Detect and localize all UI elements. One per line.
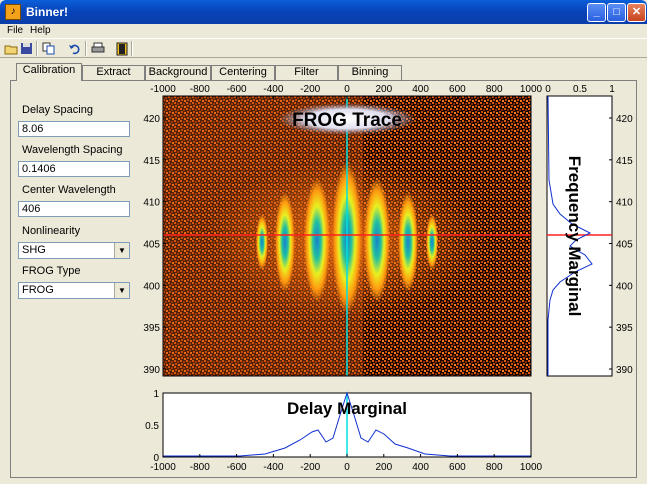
center-wavelength-input[interactable]: 406 [18,201,130,217]
tab-background[interactable]: Background [145,65,211,80]
nonlinearity-value: SHG [22,244,46,256]
copy-icon[interactable] [41,41,57,56]
close-button[interactable]: ✕ [627,3,646,22]
tab-extract[interactable]: Extract [82,65,145,80]
menu-file[interactable]: File [7,25,24,36]
nonlinearity-label: Nonlinearity [22,225,81,237]
tab-calibration[interactable]: Calibration [16,63,82,81]
delay-spacing-label: Delay Spacing [22,104,93,116]
window-title: Binner! [26,5,68,19]
frog-type-label: FROG Type [22,265,81,277]
tab-centering[interactable]: Centering [211,65,275,80]
door-icon[interactable] [114,41,130,56]
frog-type-value: FROG [22,284,54,296]
title-bar: ♪ Binner! _ □ ✕ [0,0,647,24]
save-icon[interactable] [18,41,34,56]
center-wavelength-label: Center Wavelength [22,184,116,196]
open-icon[interactable] [3,41,19,56]
undo-icon[interactable] [66,41,82,56]
tab-binning[interactable]: Binning [338,65,402,80]
chevron-down-icon[interactable]: ▼ [114,283,129,298]
menu-help[interactable]: Help [30,25,51,36]
toolbar [0,38,647,58]
wavelength-spacing-input[interactable]: 0.1406 [18,161,130,177]
matlab-icon: ♪ [5,4,21,20]
toolbar-separator [131,41,133,56]
maximize-button[interactable]: □ [607,3,626,22]
nonlinearity-select[interactable]: SHG ▼ [18,242,130,259]
frog-type-select[interactable]: FROG ▼ [18,282,130,299]
toolbar-separator [85,41,87,56]
wavelength-spacing-label: Wavelength Spacing [22,144,123,156]
calibration-panel [10,80,637,478]
tab-filter[interactable]: Filter [275,65,338,80]
delay-spacing-input[interactable]: 8.06 [18,121,130,137]
toolbar-separator [36,41,38,56]
chevron-down-icon[interactable]: ▼ [114,243,129,258]
menu-bar: File Help [0,24,647,38]
print-icon[interactable] [90,41,106,56]
minimize-button[interactable]: _ [587,3,606,22]
